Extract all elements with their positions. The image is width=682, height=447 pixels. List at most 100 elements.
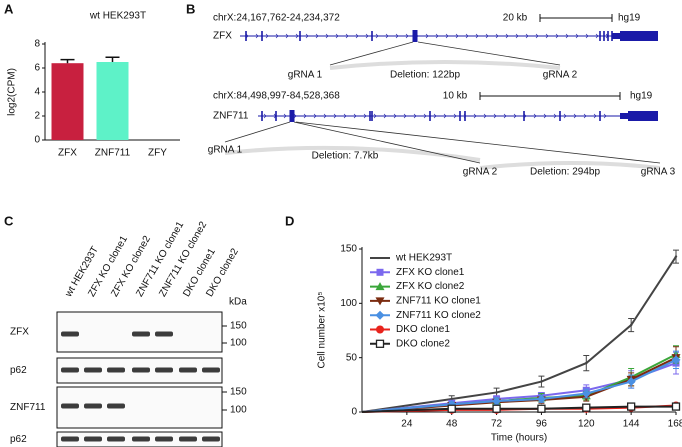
panel-label: D [285, 213, 294, 228]
marker [674, 255, 678, 258]
marker [376, 268, 384, 276]
scale-bar [479, 92, 621, 100]
band [132, 436, 150, 442]
genome-build: hg19 [630, 91, 653, 102]
y-tick-label: 2 [34, 111, 40, 122]
row-label: ZNF711 [10, 402, 46, 413]
grna-label: gRNA 1 [288, 70, 323, 81]
guide-line [329, 41, 414, 66]
band [61, 331, 79, 337]
marker [375, 310, 385, 320]
marker [626, 377, 636, 387]
scale-bar [539, 14, 613, 22]
panel-label: A [4, 1, 14, 16]
x-tick-label: 96 [536, 419, 548, 430]
y-tick-label: 100 [340, 298, 357, 309]
marker [626, 402, 636, 411]
size-marker: 150 [230, 321, 247, 332]
exon [599, 111, 601, 121]
row-label: ZFX [10, 327, 29, 338]
exon [559, 111, 561, 121]
guide-line [295, 121, 661, 164]
y-tick-label: 6 [34, 63, 40, 74]
band [132, 367, 150, 373]
marker [492, 404, 501, 413]
deletion-arc [329, 60, 561, 70]
exon [289, 110, 295, 122]
x-tick-label: ZFY [148, 148, 167, 159]
exon [523, 111, 525, 121]
marker [582, 403, 591, 412]
unit-label: kDa [229, 297, 247, 308]
grna-label: gRNA 3 [641, 167, 676, 178]
deletion-label: Deletion: 7.7kb [312, 151, 379, 162]
marker [375, 297, 385, 306]
guide-line [224, 121, 291, 143]
bar [96, 62, 129, 140]
exon [261, 111, 263, 121]
exon [459, 111, 461, 121]
scale-label: 10 kb [443, 91, 468, 102]
y-axis-label: Cell number x10⁵ [317, 292, 328, 369]
exon [245, 31, 247, 41]
y-tick-label: 150 [340, 244, 357, 255]
marker [375, 282, 385, 291]
band [202, 436, 220, 442]
exon [371, 111, 373, 121]
y-tick-label: 0 [34, 135, 40, 146]
marker [450, 397, 453, 401]
deletion-label: Deletion: 122bp [390, 70, 460, 81]
exon [275, 111, 277, 121]
bar [51, 63, 84, 141]
band [107, 367, 125, 373]
exon [603, 31, 605, 41]
band [155, 367, 173, 373]
legend-label: DKO clone1 [396, 324, 450, 335]
marker [585, 361, 588, 365]
band [61, 367, 79, 373]
gene-name: ZNF711 [213, 111, 249, 122]
grna-label: gRNA 2 [543, 70, 578, 81]
marker [495, 391, 498, 394]
row-label: p62 [10, 365, 27, 376]
panel-label: B [186, 1, 195, 16]
exon [620, 31, 658, 41]
legend-label: ZFX KO clone2 [396, 281, 465, 292]
marker [375, 339, 385, 348]
legend-label: ZNF711 KO clone2 [396, 310, 481, 321]
marker [581, 389, 591, 399]
exon [620, 113, 628, 119]
chart-title: wt HEK293T [89, 11, 146, 22]
x-tick-label: 120 [578, 419, 595, 430]
exon [429, 111, 431, 121]
exon [369, 111, 371, 121]
marker [537, 404, 546, 413]
y-axis-label: log2(CPM) [7, 68, 18, 116]
band [84, 436, 102, 442]
panel-label: C [4, 213, 14, 228]
y-tick-label: 0 [351, 407, 357, 418]
exon [464, 111, 466, 121]
legend-label: wt HEK293T [395, 253, 452, 264]
band [155, 331, 173, 337]
band [155, 436, 173, 442]
band [202, 367, 220, 373]
exon [607, 31, 609, 41]
genome-build: hg19 [618, 13, 641, 24]
band [61, 403, 79, 409]
guide-line [293, 121, 481, 164]
size-marker: 100 [230, 338, 247, 349]
strand-arrows [263, 113, 607, 119]
gene-name: ZFX [213, 31, 232, 42]
marker [447, 404, 456, 413]
exon [412, 30, 418, 42]
legend-label: ZFX KO clone1 [396, 267, 465, 278]
x-tick-label: 144 [623, 419, 640, 430]
marker [671, 402, 681, 411]
row-label: p62 [10, 434, 27, 445]
exon [261, 31, 263, 41]
legend-label: ZNF711 KO clone1 [396, 296, 481, 307]
x-tick-label: 168 [668, 419, 682, 430]
scale-label: 20 kb [503, 13, 528, 24]
